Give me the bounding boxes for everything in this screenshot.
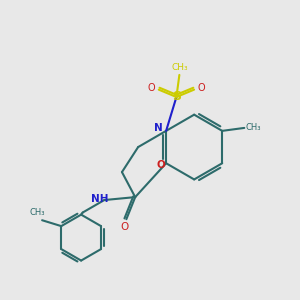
Text: NH: NH [91, 194, 109, 204]
Text: S: S [172, 91, 181, 103]
Text: CH₃: CH₃ [246, 123, 261, 132]
Text: CH₃: CH₃ [30, 208, 45, 217]
Text: O: O [156, 160, 165, 170]
Text: O: O [148, 83, 155, 93]
Text: O: O [198, 83, 205, 93]
Text: CH₃: CH₃ [172, 63, 188, 72]
Text: N: N [154, 123, 163, 133]
Text: O: O [121, 222, 129, 232]
